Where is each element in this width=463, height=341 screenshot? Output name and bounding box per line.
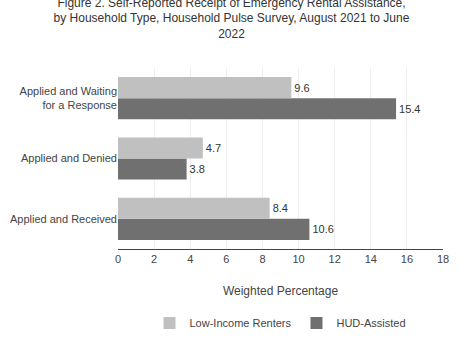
svg-text:Weighted Percentage: Weighted Percentage (223, 284, 339, 298)
svg-text:8: 8 (259, 253, 265, 265)
svg-text:Applied and Waitingfor a Respo: Applied and Waitingfor a Response (20, 85, 117, 111)
svg-text:Figure 2. Self-Reported Receip: Figure 2. Self-Reported Receipt of Emerg… (54, 0, 410, 41)
svg-text:0: 0 (115, 253, 121, 265)
svg-text:18: 18 (437, 253, 449, 265)
svg-text:15.4: 15.4 (399, 103, 420, 115)
svg-text:2: 2 (151, 253, 157, 265)
svg-text:6: 6 (223, 253, 229, 265)
svg-text:10: 10 (292, 253, 304, 265)
svg-text:3.8: 3.8 (190, 163, 205, 175)
svg-text:8.4: 8.4 (273, 202, 288, 214)
svg-text:10.6: 10.6 (312, 223, 333, 235)
svg-text:HUD-Assisted: HUD-Assisted (336, 317, 405, 329)
svg-text:4.7: 4.7 (206, 142, 221, 154)
svg-text:14: 14 (365, 253, 377, 265)
svg-text:12: 12 (329, 253, 341, 265)
svg-text:Applied and Denied: Applied and Denied (21, 152, 117, 164)
svg-text:16: 16 (401, 253, 413, 265)
svg-text:Applied and Received: Applied and Received (10, 213, 117, 225)
svg-text:Low-Income Renters: Low-Income Renters (190, 317, 292, 329)
svg-text:4: 4 (187, 253, 193, 265)
svg-text:9.6: 9.6 (294, 82, 309, 94)
